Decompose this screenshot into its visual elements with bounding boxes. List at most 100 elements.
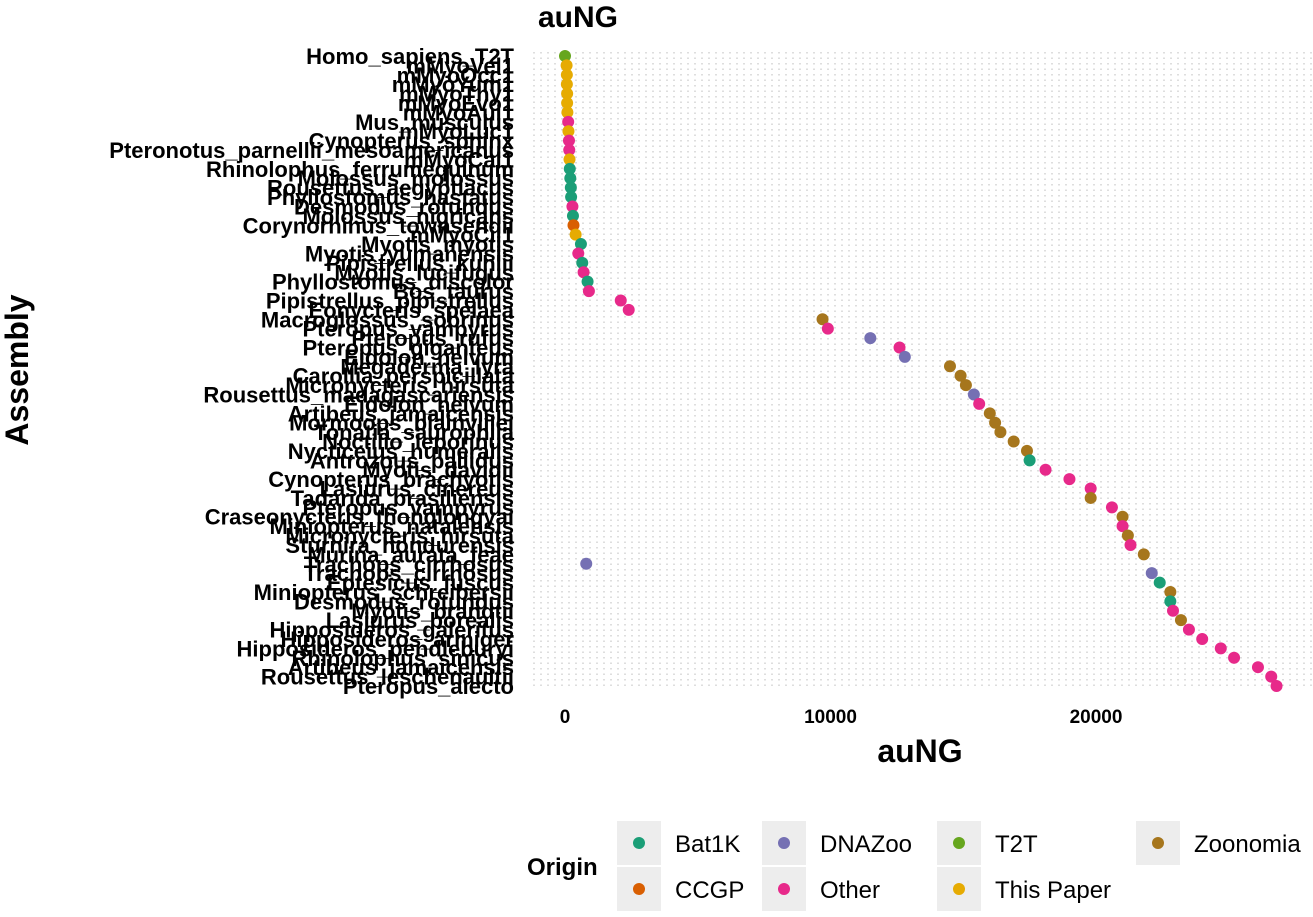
y-tick-label: Tadarida_brasiliensis: [291, 486, 514, 511]
chart-title: auNG: [538, 1, 618, 34]
data-point: [1166, 604, 1179, 617]
legend-label: Other: [820, 877, 880, 904]
y-tick-label: Pteropus_vampyrus: [302, 495, 514, 520]
data-point: [893, 341, 906, 354]
x-tick-label: 10000: [804, 707, 857, 728]
y-tick-label: Pteronotus_parnellii_mesoamericanus: [109, 138, 514, 163]
y-tick-label: Miniopterus_natalensis: [269, 514, 514, 539]
y-tick-label: Trachops_cirrhosus: [304, 552, 514, 577]
data-point: [1214, 642, 1227, 655]
data-point: [1084, 482, 1097, 495]
y-tick-label: Pteropus_rufus: [351, 326, 514, 351]
y-tick-label: Molossus_molossus: [298, 166, 514, 191]
legend-swatch: [1152, 837, 1164, 849]
data-point: [566, 200, 579, 213]
y-tick-label: Myotis_myotis: [361, 232, 514, 257]
data-point: [1020, 444, 1033, 457]
y-tick-label: Nycticeius_humeralis: [288, 439, 514, 464]
y-tick-label: Phyllostomus_hastatus: [267, 185, 514, 210]
y-tick-label: Lasiurus_borealis: [326, 608, 514, 633]
y-tick-label: Antrozous_pallidus: [310, 448, 514, 473]
data-point: [1270, 680, 1283, 692]
data-point: [989, 416, 1002, 429]
y-tick-label: Hipposideros_galeritus: [269, 618, 514, 643]
y-tick-label: Rhinolophus_ferrumequinum: [206, 157, 514, 182]
data-point: [1145, 567, 1158, 580]
data-point: [821, 322, 834, 335]
x-tick-label: 0: [560, 707, 571, 728]
data-point: [943, 360, 956, 373]
data-point: [622, 303, 635, 316]
y-tick-label: Myotis_yumanensis: [305, 241, 514, 266]
y-tick-label: Pteropus_alecto: [343, 674, 514, 699]
data-point: [1228, 651, 1241, 664]
legend-label: CCGP: [675, 877, 744, 904]
y-tick-label: Pteropus_giganteus: [303, 335, 514, 360]
data-point: [563, 162, 576, 175]
points-layer: [559, 50, 1283, 692]
y-tick-label: Eidolon_helvum: [344, 345, 514, 370]
data-point: [1105, 501, 1118, 514]
data-point: [816, 313, 829, 326]
x-axis-title: auNG: [877, 733, 962, 769]
y-tick-label: Corynorhinus_townsendii: [243, 213, 514, 238]
y-tick-label: mMyoAui1: [403, 100, 514, 125]
data-point: [572, 247, 585, 260]
data-point: [569, 228, 582, 241]
data-point: [566, 209, 579, 222]
y-tick-label: Macroglossus_sobrinus: [261, 307, 514, 332]
y-tick-label: Cynopterus_brachyotis: [268, 467, 514, 492]
data-point: [1164, 585, 1177, 598]
y-tick-label: Lasiurus_cinereus: [320, 477, 514, 502]
y-tick-label: Pipistrellus_pipistrellus: [266, 288, 514, 313]
y-tick-label: mMyoThy1: [399, 82, 514, 107]
data-point: [564, 181, 577, 194]
grid-layer: [533, 52, 1312, 690]
y-tick-label: mMyoCil1: [410, 223, 514, 248]
y-tick-label: Megaderma_lyra: [340, 354, 514, 379]
data-point: [565, 191, 578, 204]
y-tick-label: Micronycteris_hirsuta: [285, 373, 514, 398]
legend-swatch: [633, 837, 645, 849]
data-point: [582, 285, 595, 298]
y-tick-label: Hipposideros_armiger: [280, 627, 514, 652]
y-tick-label: mMyoLuc1: [399, 119, 514, 144]
legend-swatch: [953, 837, 965, 849]
data-point: [1153, 576, 1166, 589]
legend: Origin Bat1K DNAZoo T2T Zoonomia CCGP Other Th…: [527, 821, 1301, 911]
data-point: [1124, 538, 1137, 551]
y-axis-title: Assembly: [0, 294, 35, 445]
y-tick-label: mMyoEvo1: [398, 91, 514, 116]
legend-title: Origin: [527, 854, 598, 881]
legend-swatch: [778, 837, 790, 849]
data-point: [967, 388, 980, 401]
y-tick-label: mMyoVel1: [406, 53, 514, 78]
data-point: [563, 153, 576, 166]
y-axis-tick-labels: Homo_sapiens_T2TmMyoVel1mMyoOcc1mMyoYum1…: [109, 44, 514, 699]
data-point: [560, 78, 573, 91]
data-point: [954, 369, 967, 382]
y-tick-label: Tonatia_saurophila: [314, 420, 515, 445]
legend-swatch: [633, 883, 645, 895]
data-point: [1116, 520, 1129, 533]
y-tick-label: Pteropus_vampyrus: [302, 317, 514, 342]
y-tick-label: Craseonycteris_thonglongyai: [205, 505, 514, 530]
data-point: [1084, 491, 1097, 504]
y-tick-label: Rousettus_leschenaultii: [261, 665, 514, 690]
y-tick-label: Carollia_perspicillata: [293, 364, 515, 389]
y-tick-label: Eonycteris_spelaea: [309, 298, 515, 323]
data-point: [1196, 632, 1209, 645]
data-point: [561, 87, 574, 100]
y-tick-label: Desmodus_rotundus: [294, 194, 514, 219]
y-tick-label: Rousettus_madagascariensis: [203, 383, 514, 408]
x-axis-tick-labels: 0 10000 20000: [560, 707, 1123, 728]
data-point: [560, 68, 573, 81]
data-point: [614, 294, 627, 307]
data-point: [973, 397, 986, 410]
x-tick-label: 20000: [1070, 707, 1123, 728]
data-point: [561, 97, 574, 110]
data-point: [562, 115, 575, 128]
data-point: [1164, 595, 1177, 608]
